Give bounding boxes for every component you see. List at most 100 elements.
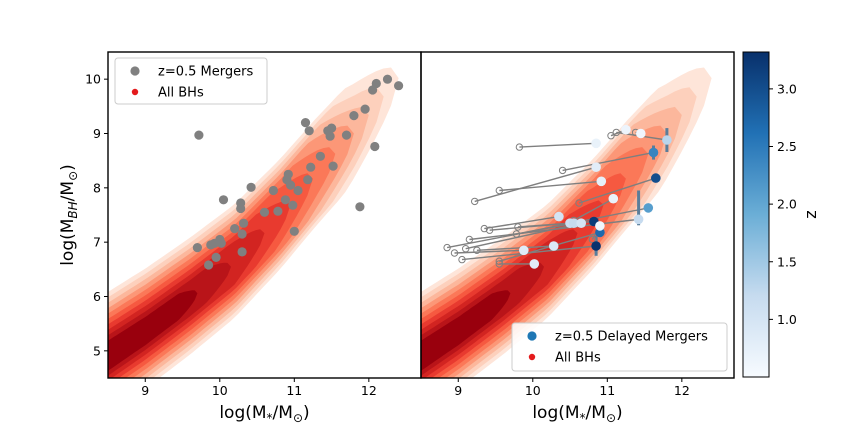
merger-point-12 <box>237 247 247 257</box>
delay-track-14 <box>465 222 582 250</box>
merger-point-26 <box>300 118 311 128</box>
right-xtick-label: 9 <box>454 383 462 398</box>
merger-point-32 <box>325 131 335 141</box>
merger-point-27 <box>303 175 313 185</box>
colorbar-tick-label: 2.0 <box>777 197 797 212</box>
delay-track-11 <box>489 222 571 231</box>
start-point-9 <box>514 223 522 231</box>
end-point-6 <box>636 128 646 139</box>
end-point-2 <box>591 162 601 172</box>
start-point-7 <box>607 132 615 140</box>
merger-point-11 <box>236 198 246 208</box>
start-point-0 <box>515 143 524 151</box>
start-point-17 <box>495 257 503 265</box>
delay-track-3 <box>562 151 654 172</box>
mergers-series <box>192 74 404 270</box>
merger-point-38 <box>360 104 370 114</box>
end-point-3 <box>648 147 659 158</box>
start-point-18 <box>458 255 466 264</box>
end-point-4 <box>651 173 661 183</box>
start-point-4 <box>575 199 583 207</box>
merger-point-2 <box>204 260 214 270</box>
density-level-9 <box>421 290 511 371</box>
legend-marker-1 <box>528 353 536 361</box>
left-ytick-label: 8 <box>93 180 101 195</box>
end-point-18 <box>591 241 601 251</box>
start-point-10 <box>512 230 521 238</box>
end-point-14 <box>576 218 586 228</box>
merger-point-7 <box>216 238 226 248</box>
merger-point-30 <box>315 151 325 161</box>
left-ytick-label: 5 <box>93 343 101 358</box>
legend-label-0: z=0.5 Delayed Mergers <box>555 330 708 345</box>
start-point-15 <box>473 246 481 255</box>
start-point-16 <box>450 249 459 257</box>
left-xtick-label: 9 <box>141 383 149 398</box>
merger-point-28 <box>304 126 314 136</box>
left-ytick-label: 7 <box>93 235 101 250</box>
right-xtick-label: 11 <box>599 383 615 398</box>
left-legend: z=0.5 Mergers All BHs <box>114 57 268 105</box>
left-xlabel: log(M*/M⊙) <box>219 403 309 425</box>
delayed-mergers-series <box>443 124 672 269</box>
delay-track-8 <box>484 215 560 230</box>
delay-track-21 <box>573 198 614 222</box>
right-xtick-label: 12 <box>674 383 690 398</box>
colorbar-tick-label: 1.0 <box>777 312 797 327</box>
colorbar-tick-label: 1.5 <box>777 254 797 269</box>
start-point-14 <box>462 245 470 253</box>
colorbar-label: z <box>801 210 820 218</box>
left-ylabel: log(MBH/M⊙) <box>58 164 80 266</box>
merger-point-21 <box>283 169 293 179</box>
legend-marker-0 <box>527 331 537 341</box>
left-ytick-label: 9 <box>93 126 101 141</box>
end-point-10 <box>643 203 654 213</box>
colorbar <box>742 51 770 378</box>
merger-point-35 <box>341 130 352 140</box>
density-level-9 <box>108 290 198 371</box>
legend-label-0: z=0.5 Mergers <box>158 65 253 80</box>
delay-track-15 <box>476 245 554 251</box>
end-point-1 <box>596 176 607 187</box>
all-bhs-density-left <box>108 67 399 378</box>
end-point-5 <box>662 135 672 145</box>
start-point-3 <box>558 166 567 175</box>
merger-point-22 <box>286 180 296 190</box>
merger-point-33 <box>327 123 337 133</box>
end-point-12 <box>633 214 644 225</box>
merger-point-9 <box>230 224 240 234</box>
left-xtick-label: 12 <box>361 383 377 398</box>
merger-point-23 <box>288 200 298 210</box>
colorbar-tick-label: 3.0 <box>777 81 797 96</box>
colorbar-tick-label: 2.5 <box>777 139 797 154</box>
end-point-13 <box>569 218 579 228</box>
start-point-20 <box>588 235 597 244</box>
merger-point-25 <box>293 185 303 196</box>
end-point-0 <box>591 138 601 149</box>
end-point-16 <box>519 245 529 256</box>
merger-point-16 <box>259 207 270 217</box>
left-ytick-label: 6 <box>93 289 101 304</box>
merger-point-29 <box>306 162 316 172</box>
merger-point-42 <box>382 74 393 84</box>
delay-track-4 <box>578 177 657 204</box>
end-point-8 <box>554 211 564 222</box>
right-axes-frame <box>420 51 735 379</box>
end-point-19 <box>529 259 540 269</box>
left-legend-box <box>114 57 268 105</box>
legend-marker-0 <box>130 66 140 76</box>
merger-point-15 <box>246 182 256 192</box>
delay-track-18 <box>461 245 597 261</box>
merger-point-19 <box>280 195 290 205</box>
left-ytick-label: 10 <box>85 72 101 87</box>
start-point-19 <box>495 260 503 268</box>
delay-track-16 <box>454 249 524 254</box>
right-xlabel: log(M*/M⊙) <box>532 403 622 425</box>
end-point-15 <box>548 241 559 251</box>
start-point-2 <box>471 197 479 206</box>
merger-point-14 <box>239 218 249 228</box>
legend-label-1: All BHs <box>158 86 204 101</box>
start-point-8 <box>480 224 488 233</box>
start-point-11 <box>485 226 494 234</box>
